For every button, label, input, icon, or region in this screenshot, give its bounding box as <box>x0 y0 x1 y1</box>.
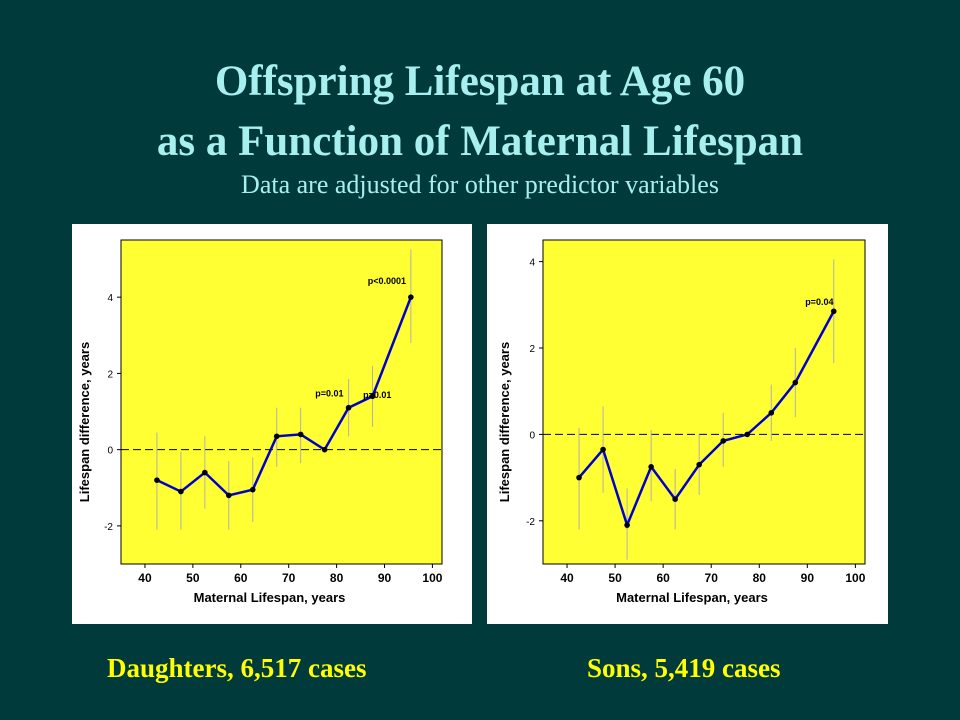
slide-subtitle: Data are adjusted for other predictor va… <box>241 170 719 199</box>
plot-area <box>120 239 443 565</box>
x-tick-label: 60 <box>234 571 248 585</box>
y-tick-label: 2 <box>107 369 113 380</box>
x-tick-label: 70 <box>705 571 719 585</box>
x-tick-label: 50 <box>186 571 200 585</box>
plot-area <box>542 239 866 565</box>
x-tick-label: 50 <box>608 571 622 585</box>
x-tick-label: 60 <box>656 571 670 585</box>
x-tick-label: 80 <box>330 571 344 585</box>
p-value-annotation: p=0.01 <box>363 390 391 400</box>
p-value-annotation: p<0.0001 <box>368 276 406 286</box>
x-axis-label: Maternal Lifespan, years <box>616 590 768 605</box>
data-point <box>178 488 184 495</box>
data-point <box>225 492 232 499</box>
p-value-annotation: p=0.01 <box>315 388 343 398</box>
data-point <box>202 469 208 476</box>
x-tick-label: 80 <box>753 571 767 585</box>
data-point <box>273 433 280 440</box>
data-point <box>648 464 654 470</box>
y-tick-label: -2 <box>526 517 535 528</box>
data-point <box>408 294 414 300</box>
x-tick-label: 70 <box>282 571 296 585</box>
y-tick-label: 4 <box>529 258 535 269</box>
data-point <box>345 404 352 411</box>
data-point <box>576 474 582 481</box>
chart-daughters: -2 0 2 4 40 50 60 70 80 90 100 p<0.0001 p=0.01 p=0.01… <box>77 239 443 605</box>
chart-panel-daughters: -2 0 2 4 40 50 60 70 80 90 100 p<0.0001 p=0.01 p=0.01… <box>72 224 472 624</box>
chart-panel-sons: -2 0 2 4 40 50 60 70 80 90 100 p=0.04 Maternal Lifes… <box>487 224 888 624</box>
x-tick-label: 100 <box>422 571 442 585</box>
slide-title-line1: Offspring Lifespan at Age 60 <box>214 58 746 105</box>
data-point <box>249 486 256 493</box>
y-tick-label: 2 <box>529 344 535 355</box>
x-tick-label: 90 <box>378 571 392 585</box>
caption-daughters: Daughters, 6,517 cases <box>107 653 367 683</box>
data-point <box>600 446 606 453</box>
data-point <box>696 461 702 468</box>
x-axis-label: Maternal Lifespan, years <box>194 590 346 605</box>
p-value-annotation: p=0.04 <box>805 297 833 307</box>
data-point <box>297 431 304 438</box>
x-tick-label: 90 <box>801 571 815 585</box>
data-point <box>792 379 799 386</box>
data-point <box>744 431 751 438</box>
data-point <box>768 410 775 416</box>
data-point <box>672 496 678 503</box>
data-point <box>830 308 837 315</box>
y-tick-label: 0 <box>107 446 113 457</box>
y-tick-label: 0 <box>529 430 535 441</box>
y-axis-label: Lifespan difference, years <box>497 342 512 502</box>
x-tick-label: 100 <box>845 571 865 585</box>
x-tick-label: 40 <box>560 571 574 585</box>
y-tick-label: 4 <box>107 293 113 304</box>
slide-title-line2: as a Function of Maternal Lifespan <box>156 118 804 165</box>
data-point <box>154 477 160 483</box>
data-point <box>321 446 328 453</box>
data-point <box>369 393 376 400</box>
chart-sons: -2 0 2 4 40 50 60 70 80 90 100 p=0.04 Maternal Lifes… <box>497 239 866 605</box>
data-point <box>624 522 630 528</box>
y-axis-label: Lifespan difference, years <box>77 342 92 502</box>
data-point <box>720 438 727 444</box>
caption-sons: Sons, 5,419 cases <box>587 653 781 683</box>
y-tick-label: -2 <box>104 522 113 533</box>
x-tick-label: 40 <box>138 571 152 585</box>
